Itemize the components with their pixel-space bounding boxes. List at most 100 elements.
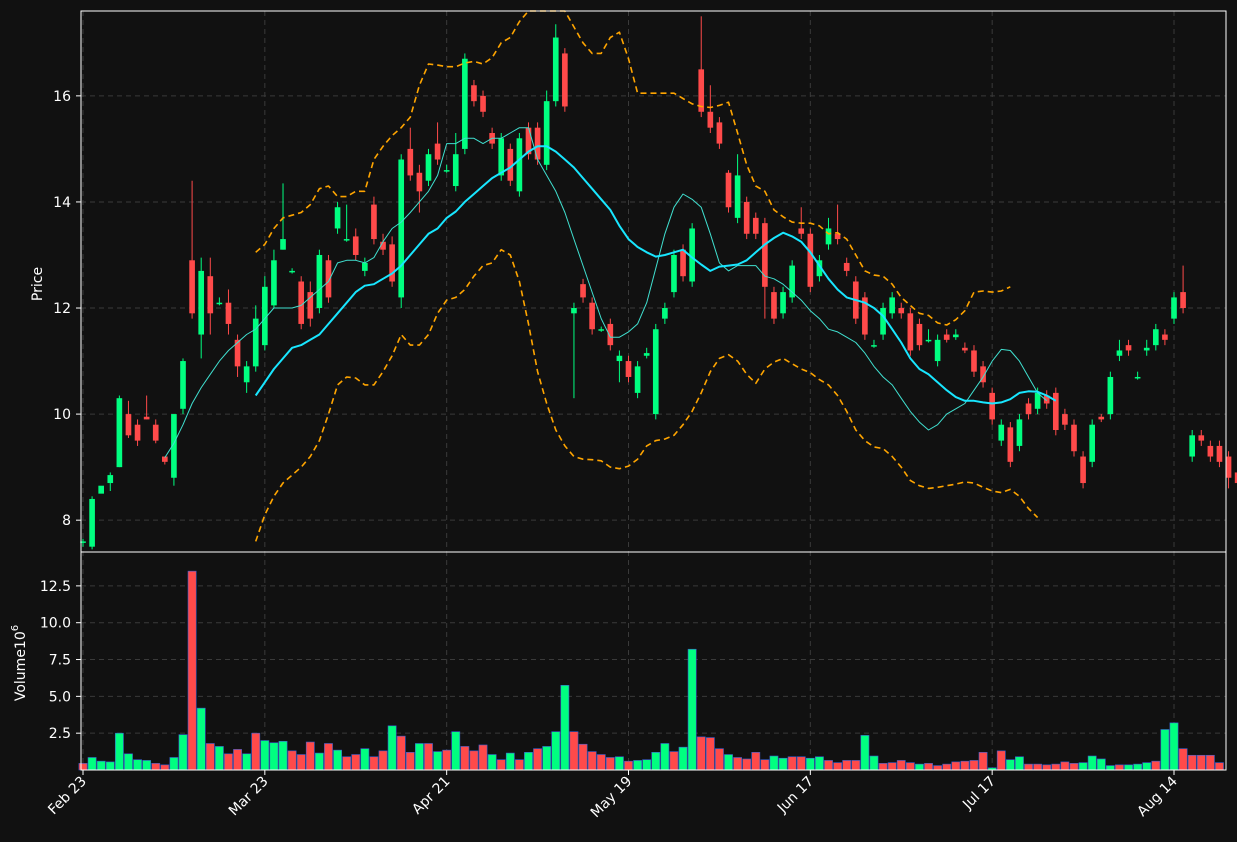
volume-bar <box>460 746 470 771</box>
candle-body <box>743 201 750 234</box>
candle-body <box>89 498 95 547</box>
volume-bar <box>178 734 188 771</box>
volume-bar <box>487 754 497 771</box>
volume-grid <box>81 585 1226 734</box>
volume-bar <box>515 759 524 771</box>
x-grid <box>82 11 1175 770</box>
candle-body <box>152 424 159 441</box>
candle-body <box>1107 376 1114 415</box>
candle-body <box>107 475 114 484</box>
volume-bar <box>233 749 242 771</box>
volume-bar <box>142 760 152 771</box>
candle-body <box>98 485 105 494</box>
volume-bar <box>1124 764 1133 771</box>
volume-bar <box>105 761 115 771</box>
candle-body <box>552 37 559 102</box>
candle-body <box>616 355 623 362</box>
volume-bar <box>860 735 870 771</box>
volume-bar <box>787 756 797 771</box>
volume-bar <box>333 749 342 771</box>
candle-body <box>1216 445 1223 462</box>
volume-bar <box>924 763 933 771</box>
volume-bar <box>833 762 842 771</box>
volume-bar <box>369 756 379 771</box>
volume-bar <box>305 741 315 771</box>
volume-bar <box>505 752 515 771</box>
candle-body <box>243 366 250 383</box>
candle-body <box>462 58 468 149</box>
candle-body <box>1207 445 1214 457</box>
volume-bar <box>251 732 261 771</box>
volume-bar <box>1015 756 1024 771</box>
candle-body <box>1052 392 1059 431</box>
volume-bar <box>633 760 642 771</box>
candle-body <box>416 172 423 192</box>
volume-bar <box>1160 729 1170 771</box>
candle-body <box>543 101 550 165</box>
candle-body <box>316 254 323 309</box>
candle-body <box>671 254 677 293</box>
slow-moving-average-line <box>254 145 1057 405</box>
candle-body <box>280 239 286 250</box>
candle-body <box>998 424 1005 441</box>
upper-band-line <box>255 10 1011 326</box>
candle-body <box>525 127 532 155</box>
candle-body <box>80 541 86 543</box>
overlay-lines <box>164 10 1057 542</box>
candle-body <box>1062 414 1068 425</box>
volume-bar <box>360 748 370 771</box>
volume-bar <box>742 758 752 771</box>
volume-axis-exponent-power: 6 <box>10 625 21 631</box>
volume-bar <box>387 725 397 771</box>
candle-body <box>434 143 441 160</box>
volume-bar <box>805 757 815 771</box>
volume-bar <box>760 759 770 771</box>
candle-body <box>807 233 814 287</box>
volume-bar <box>1105 765 1115 771</box>
candle-body <box>589 302 595 330</box>
volume-bar <box>587 751 597 771</box>
candle-body <box>1234 472 1237 484</box>
volume-bar <box>205 743 215 771</box>
candle-body <box>343 239 350 241</box>
volume-bar <box>496 759 506 771</box>
price-y-ticks: 8 10 12 14 16 <box>53 89 81 529</box>
volume-bar <box>824 760 833 771</box>
volume-bar <box>542 746 552 771</box>
candle-body <box>1125 345 1132 351</box>
volume-bar <box>214 746 224 771</box>
candle-body <box>789 265 795 298</box>
volume-bar <box>1042 764 1052 771</box>
candle-body <box>562 53 568 107</box>
candle-body <box>1189 435 1195 457</box>
candle-body <box>1034 392 1041 409</box>
volume-bar <box>942 763 952 771</box>
volume-bar <box>1024 763 1033 771</box>
volume-bar <box>533 748 542 771</box>
candle-body <box>898 308 905 314</box>
volume-bar <box>1133 763 1143 771</box>
volume-bar <box>87 757 97 771</box>
volume-bar <box>687 648 697 771</box>
candle-body <box>934 339 941 362</box>
candle-body <box>207 276 214 314</box>
candle-body <box>871 345 877 347</box>
volume-tick-label: 12.5 <box>40 579 71 595</box>
candle-body <box>1198 435 1205 441</box>
candle-body <box>407 148 414 176</box>
price-tick-label: 12 <box>53 301 71 317</box>
candle-body <box>1180 292 1186 309</box>
volume-axis-label: Volume106 <box>10 625 29 701</box>
candle-body <box>516 138 523 192</box>
candle-body <box>371 204 377 240</box>
volume-bar <box>1005 759 1015 771</box>
candle-body <box>471 85 477 102</box>
volume-bar <box>96 760 106 771</box>
candle-body <box>662 308 668 319</box>
candle-body <box>298 281 305 324</box>
volume-bar <box>424 743 433 771</box>
volume-bar <box>224 753 233 771</box>
candle-body <box>134 424 141 441</box>
candle-body <box>1171 297 1177 319</box>
